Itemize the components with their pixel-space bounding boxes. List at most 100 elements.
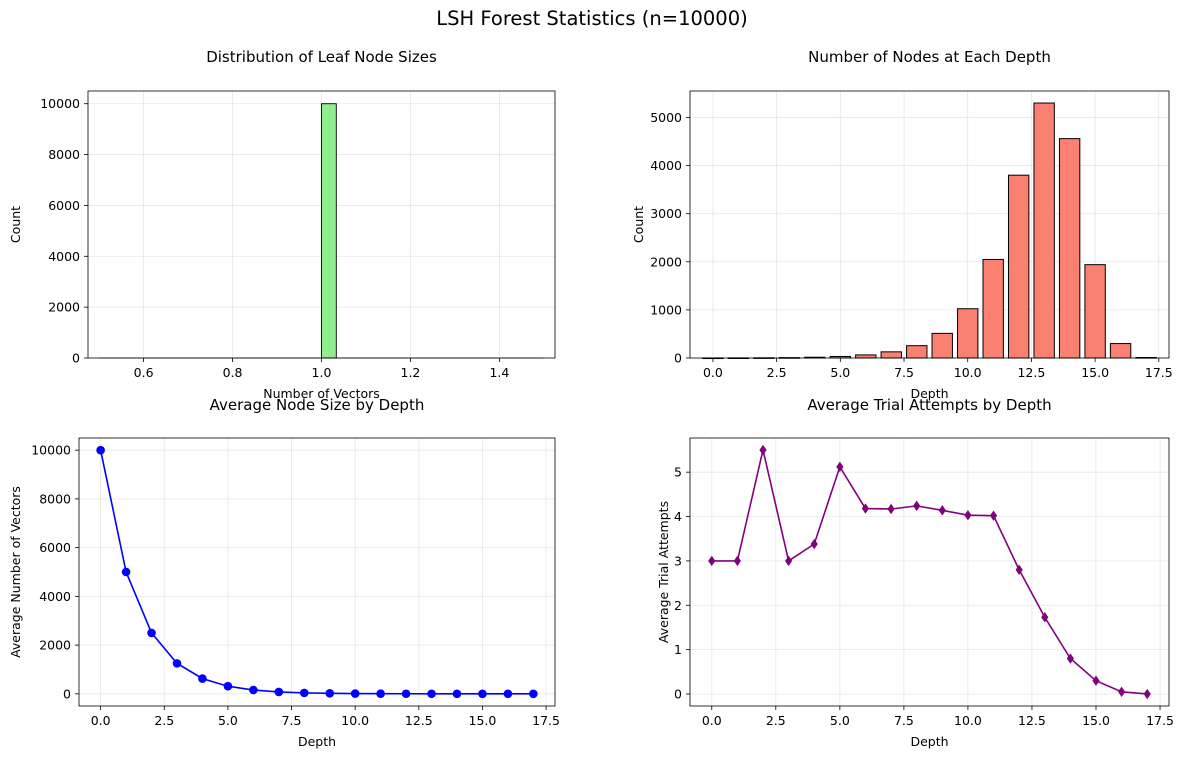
data-point <box>503 689 513 699</box>
data-point <box>1118 686 1126 698</box>
data-point <box>989 510 998 521</box>
y-tick-label: 1 <box>674 642 682 657</box>
subplot-2: 0.0 2.5 5.0 7.5 10.0 12.5 15.0 17.5 0 1000 2000 300… <box>631 48 1173 401</box>
x-axis-label: Number of Vectors <box>263 386 380 401</box>
x-tick-label: 15.0 <box>469 713 497 728</box>
x-tick-label: 0.0 <box>91 713 111 728</box>
x-tick-label: 10.0 <box>954 365 982 380</box>
y-tick-label: 1000 <box>650 302 682 317</box>
data-point <box>785 555 793 567</box>
x-axis-label: Depth <box>910 386 948 401</box>
x-tick-label: 7.5 <box>894 365 914 380</box>
y-axis-label: Average Number of Vectors <box>8 486 23 658</box>
x-axis-label: Depth <box>298 734 336 749</box>
data-point <box>274 687 284 697</box>
y-tick-label: 4000 <box>48 249 80 264</box>
data-point <box>299 688 309 698</box>
histogram-bar <box>321 103 337 359</box>
depth-bar <box>1033 102 1055 359</box>
subplot-3: 0.0 2.5 5.0 7.5 10.0 12.5 15.0 17.5 0 2000 4000 600… <box>8 396 560 749</box>
data-point <box>376 689 385 698</box>
x-tick-label: 17.5 <box>1145 365 1173 380</box>
x-axis-label: Depth <box>910 734 948 749</box>
depth-bar <box>880 351 902 359</box>
data-point <box>427 689 436 699</box>
axes-frame <box>689 90 1170 359</box>
data-point <box>529 689 538 699</box>
y-tick-label: 4000 <box>650 158 682 173</box>
data-point <box>1143 688 1151 700</box>
data-point <box>147 628 156 638</box>
subplot-1: 0.6 0.8 1.0 1.2 1.4 0 2000 4000 6000 8000 10000 Dis… <box>8 48 556 401</box>
data-point <box>810 538 818 550</box>
data-point <box>938 505 946 516</box>
subplot-title: Number of Nodes at Each Depth <box>808 48 1051 66</box>
axes-frame <box>78 437 556 707</box>
y-tick-label: 8000 <box>39 491 71 506</box>
subplot-4: 0.0 2.5 5.0 7.5 10.0 12.5 15.0 17.5 0 1 2 3 4 5 Averag… <box>656 396 1174 749</box>
x-tick-label: 2.5 <box>154 713 174 728</box>
data-point <box>223 681 233 691</box>
y-tick-label: 10000 <box>40 96 80 111</box>
data-point <box>708 555 716 567</box>
y-tick-label: 3000 <box>650 206 682 221</box>
data-point <box>1092 675 1100 686</box>
y-axis-label: Count <box>8 206 23 243</box>
x-tick-label: 5.0 <box>830 713 850 728</box>
subplot-title: Average Trial Attempts by Depth <box>807 396 1051 414</box>
x-tick-label: 12.5 <box>1017 365 1045 380</box>
depth-bar <box>1109 343 1132 359</box>
depth-bar <box>906 345 928 359</box>
x-tick-label: 15.0 <box>1082 713 1110 728</box>
y-tick-label: 0 <box>63 686 71 701</box>
axes-frame <box>689 437 1170 707</box>
x-tick-label: 7.5 <box>282 713 302 728</box>
gridlines <box>79 438 555 706</box>
y-tick-label: 2000 <box>39 638 71 653</box>
x-tick-label: 1.4 <box>489 365 509 380</box>
y-tick-label: 6000 <box>48 198 80 213</box>
data-point <box>350 689 360 698</box>
gridlines <box>690 438 1169 706</box>
data-point <box>452 689 462 699</box>
subplot-title: Average Node Size by Depth <box>210 396 425 414</box>
x-tick-label: 12.5 <box>405 713 433 728</box>
data-point <box>121 567 131 577</box>
x-tick-label: 0.0 <box>702 713 722 728</box>
depth-bar <box>957 308 979 359</box>
y-tick-label: 4000 <box>39 589 71 604</box>
data-point <box>861 503 870 514</box>
y-tick-label: 0 <box>674 351 682 366</box>
figure-suptitle: LSH Forest Statistics (n=10000) <box>436 7 747 30</box>
series-line <box>711 449 1148 695</box>
x-tick-label: 10.0 <box>341 713 369 728</box>
x-tick-label: 17.5 <box>532 713 560 728</box>
x-tick-label: 1.2 <box>401 365 421 380</box>
depth-bar <box>931 332 953 359</box>
x-tick-label: 10.0 <box>954 713 982 728</box>
x-tick-label: 0.0 <box>703 365 723 380</box>
x-tick-label: 5.0 <box>218 713 238 728</box>
x-tick-label: 2.5 <box>767 365 787 380</box>
depth-bar <box>1058 138 1081 359</box>
data-point <box>1041 612 1049 623</box>
y-tick-label: 2 <box>674 598 682 613</box>
x-tick-label: 5.0 <box>830 365 850 380</box>
x-tick-label: 2.5 <box>766 713 786 728</box>
data-point <box>887 503 895 515</box>
x-tick-label: 0.8 <box>223 365 243 380</box>
subplot-title: Distribution of Leaf Node Sizes <box>206 48 437 66</box>
y-tick-label: 2000 <box>650 254 682 269</box>
x-tick-label: 1.0 <box>312 365 332 380</box>
data-point <box>964 510 972 521</box>
y-tick-label: 5000 <box>650 110 682 125</box>
y-tick-label: 6000 <box>39 540 71 555</box>
y-tick-label: 10000 <box>31 443 71 458</box>
data-point <box>759 444 767 456</box>
y-tick-label: 2000 <box>48 300 80 315</box>
data-point <box>913 500 921 512</box>
data-point <box>836 461 844 473</box>
y-tick-label: 0 <box>674 687 682 702</box>
depth-bar <box>855 354 877 359</box>
